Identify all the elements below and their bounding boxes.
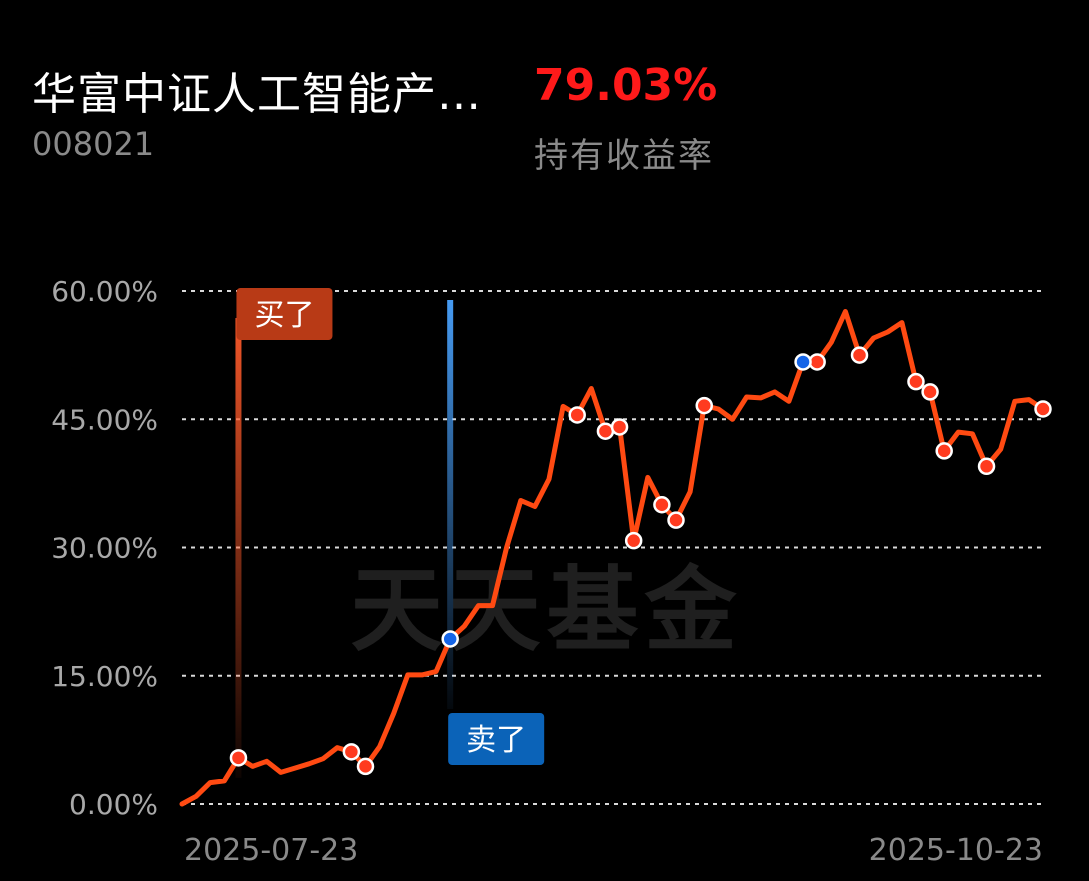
buy-point[interactable] — [229, 749, 248, 767]
sell-flag-line — [447, 300, 454, 709]
buy-point[interactable] — [653, 496, 671, 514]
sell-flag — [448, 713, 545, 765]
buy-point[interactable] — [695, 396, 713, 415]
buy-point[interactable] — [977, 457, 996, 476]
buy-point[interactable] — [808, 353, 826, 371]
buy-point[interactable] — [1034, 400, 1052, 418]
buy-flag — [236, 288, 333, 340]
y-tick-label: 0.00% — [69, 788, 158, 821]
x-tick-label-end: 2025-10-23 — [869, 833, 1043, 868]
sell-point[interactable] — [441, 630, 459, 648]
watermark-logo: 天天基金 — [350, 557, 743, 664]
y-tick-label: 30.00% — [51, 532, 158, 565]
buy-point[interactable] — [667, 511, 685, 529]
y-tick-label: 45.00% — [51, 403, 158, 436]
sell-flag-label: 卖了 — [466, 723, 526, 758]
buy-flag-line — [235, 318, 242, 778]
holding-return-value: 79.03% — [534, 60, 718, 111]
x-tick-label-start: 2025-07-23 — [184, 833, 358, 868]
buy-point[interactable] — [356, 757, 375, 776]
sell-point[interactable] — [794, 353, 812, 371]
buy-point[interactable] — [624, 531, 643, 550]
buy-point[interactable] — [921, 383, 939, 401]
y-tick-label: 60.00% — [51, 275, 158, 308]
buy-point[interactable] — [935, 442, 953, 460]
buy-point[interactable] — [907, 372, 925, 391]
buy-point[interactable] — [610, 418, 629, 436]
fund-name: 华富中证人工智能产… — [32, 69, 482, 120]
fund-code: 008021 — [32, 125, 155, 163]
buy-point[interactable] — [342, 743, 361, 761]
y-tick-label: 15.00% — [51, 660, 158, 693]
buy-point[interactable] — [596, 422, 615, 440]
buy-point[interactable] — [850, 346, 869, 364]
buy-point[interactable] — [568, 406, 586, 424]
holding-return-label: 持有收益率 — [534, 136, 714, 176]
buy-flag-label: 买了 — [254, 298, 314, 333]
